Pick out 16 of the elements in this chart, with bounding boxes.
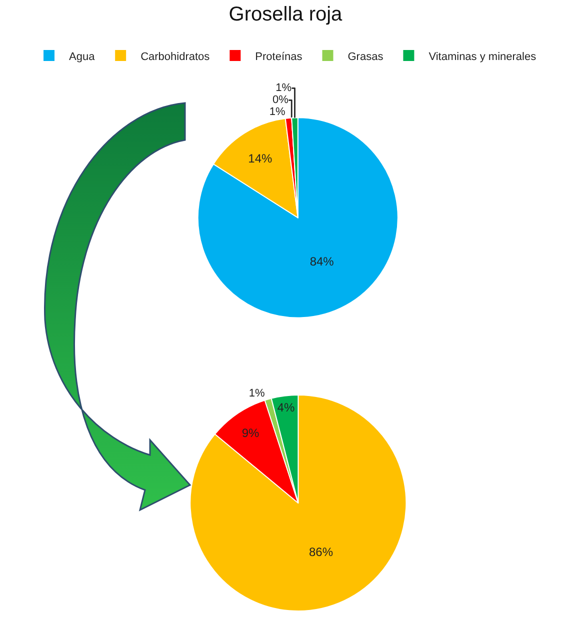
text: 0% <box>272 94 288 106</box>
data-label: 1% <box>248 388 266 400</box>
pie-slice <box>198 117 398 318</box>
legend-label: Grasas <box>348 50 384 63</box>
data-label: 84% <box>310 254 334 269</box>
data-label: 14% <box>248 151 272 166</box>
data-label: 9% <box>242 426 260 440</box>
data-label: 86% <box>308 544 334 559</box>
data-label: 4% <box>277 400 295 415</box>
legend-label: Proteínas <box>255 50 303 63</box>
legend-label: Vitaminas y minerales <box>428 50 537 63</box>
chart-title: Grosella roja <box>228 3 344 26</box>
legend-label: Carbohidratos <box>140 50 210 63</box>
legend-label: Agua <box>69 50 96 63</box>
data-label: 1% <box>276 82 292 94</box>
data-label: 1% <box>269 106 286 118</box>
